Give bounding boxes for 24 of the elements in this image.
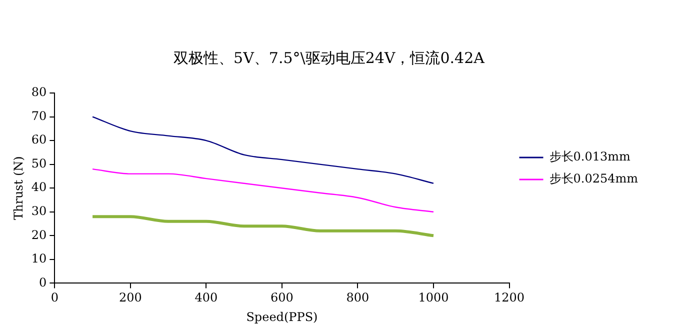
line-series — [92, 116, 434, 184]
y-tick-label: 20 — [31, 228, 47, 242]
x-tick-label: 400 — [194, 290, 218, 305]
legend-label: 步长0.0254mm — [549, 172, 639, 186]
x-tick-label: 0 — [50, 290, 58, 305]
y-tick-label: 10 — [31, 252, 47, 266]
y-tick-label: 80 — [31, 85, 47, 100]
y-tick-label: 40 — [31, 180, 47, 194]
x-axis-title: Speed(PPS) — [246, 310, 318, 324]
y-tick-label: 60 — [31, 132, 47, 147]
y-tick-label: 30 — [31, 204, 47, 218]
chart-title: 双极性、5V、7.5°\驱动电压24V，恒流0.42A — [174, 48, 485, 67]
line-series — [92, 168, 434, 212]
x-tick-label: 800 — [346, 290, 370, 305]
y-tick-label: 70 — [31, 108, 47, 123]
y-tick-label: 50 — [31, 156, 47, 170]
line-series — [91, 215, 435, 238]
y-tick-label: 0 — [39, 275, 47, 290]
x-tick-label: 1000 — [418, 290, 449, 305]
legend-label: 步长0.013mm — [549, 150, 631, 164]
x-tick-label: 600 — [270, 290, 294, 305]
y-axis-title: Thrust (N) — [11, 156, 26, 220]
x-tick-label: 200 — [118, 290, 142, 305]
x-tick-label: 1200 — [494, 290, 525, 305]
